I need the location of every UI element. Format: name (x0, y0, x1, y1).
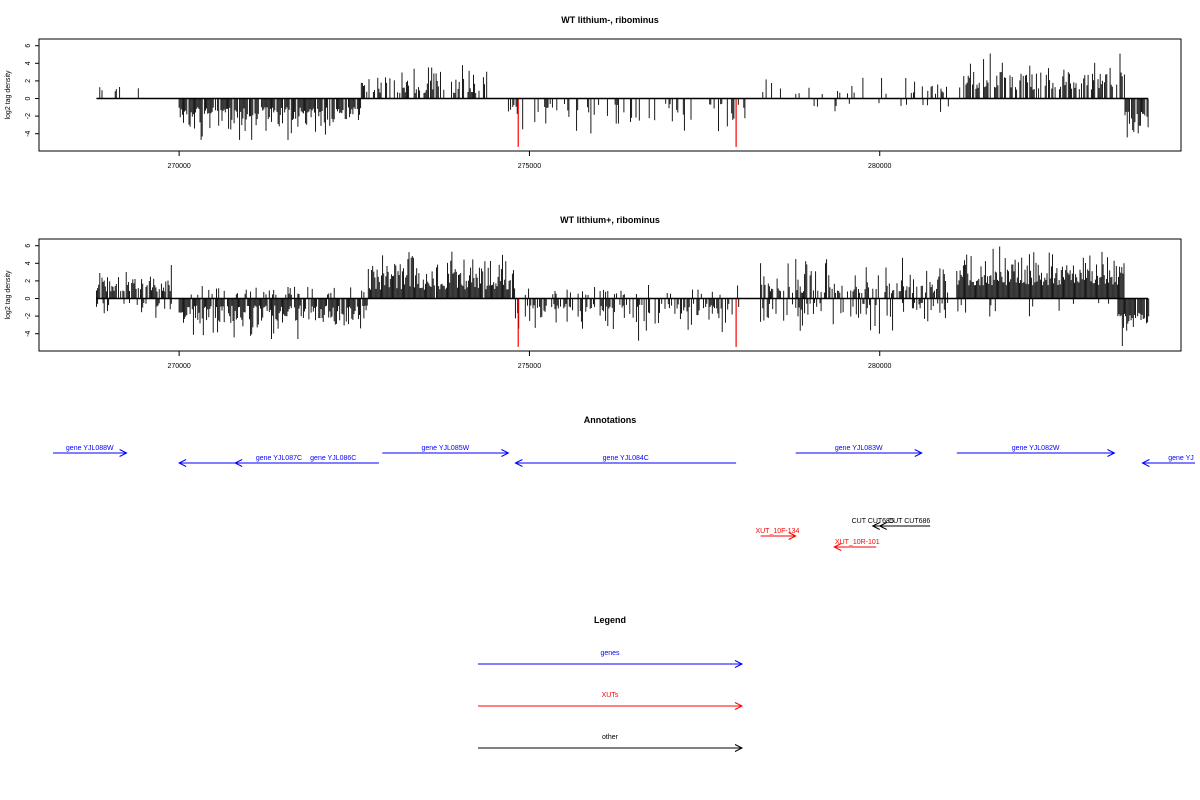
feature-gene: gene YJ (1141, 455, 1196, 467)
x-tick-label: 275000 (518, 363, 541, 370)
arrow-head (914, 449, 923, 457)
arrow-head (871, 522, 880, 530)
y-tick-label: 2 (25, 79, 32, 83)
y-axis-label: log2 tag density (5, 270, 12, 320)
feature-xut: XUT_10R-101 (833, 539, 880, 551)
arrow-head (734, 660, 744, 668)
legend-item-xut: XUTs (478, 692, 744, 710)
y-tick-label: -2 (25, 113, 32, 119)
arrow-head (119, 449, 128, 457)
feature-label: XUT_10R-101 (835, 539, 880, 546)
y-tick-label: -2 (25, 313, 32, 319)
arrow-head (833, 543, 842, 551)
bars (96, 246, 1150, 347)
arrow-head (501, 449, 510, 457)
feature-label: gene YJL083W (835, 445, 883, 452)
feature-label: XUT_10F-134 (755, 528, 799, 535)
feature-label: gene YJL088W (66, 445, 114, 452)
x-tick-label: 280000 (868, 363, 891, 370)
arrow-head (1107, 449, 1116, 457)
feature-xut: XUT_10F-134 (755, 528, 800, 540)
track-plot-lithium-plus: WT lithium+, ribominus 6 4 2 0 -2 -4 log2 tag d… (5, 215, 1182, 370)
x-tick-label: 270000 (167, 163, 190, 170)
arrow-head (878, 522, 887, 530)
plot-title: WT lithium-, ribominus (561, 15, 659, 25)
plot-title: WT lithium+, ribominus (560, 215, 660, 225)
x-tick-label: 275000 (518, 163, 541, 170)
legend-label: other (602, 734, 619, 741)
arrow-head (178, 459, 187, 467)
annotations-title: Annotations (584, 415, 637, 425)
y-axis-label: log2 tag density (5, 70, 12, 120)
feature-gene: gene YJL088W (53, 445, 128, 457)
y-tick-label: 6 (25, 244, 32, 248)
feature-label: gene YJL085W (421, 445, 469, 452)
feature-gene: gene YJL086C (234, 455, 379, 467)
feature-gene: gene YJL083W (795, 445, 923, 457)
y-tick-label: -4 (25, 130, 32, 136)
legend-item-gene: genes (478, 650, 744, 668)
arrow-head (514, 459, 523, 467)
feature-label: gene YJL086C (310, 455, 356, 462)
arrow-head (788, 532, 797, 540)
legend-title: Legend (594, 615, 626, 625)
x-tick-label: 270000 (167, 363, 190, 370)
arrow-head (234, 459, 243, 467)
legend-panel: Legend genes XUTs other (478, 615, 744, 752)
arrow-head (734, 702, 744, 710)
y-tick-label: 4 (25, 261, 32, 265)
feature-label: CUT CUT685 (852, 518, 894, 525)
y-tick-label: 6 (25, 44, 32, 48)
feature-label: gene YJL084C (603, 455, 649, 462)
track-plot-lithium-minus: WT lithium-, ribominus 6 4 2 0 -2 -4 log2 tag d… (5, 15, 1182, 170)
arrow-head (1141, 459, 1150, 467)
y-tick-label: 2 (25, 279, 32, 283)
feature-label: gene YJ (1168, 455, 1194, 462)
annotations-panel: Annotations gene YJL088W gene YJL087C gene … (53, 415, 1196, 551)
feature-gene: gene YJL082W (956, 445, 1116, 457)
y-tick-label: 0 (25, 96, 32, 100)
legend-label: genes (600, 650, 620, 657)
feature-gene: gene YJL085W (382, 445, 510, 457)
feature-label: gene YJL087C (256, 455, 302, 462)
y-tick-label: -4 (25, 330, 32, 336)
y-tick-label: 4 (25, 61, 32, 65)
y-tick-label: 0 (25, 296, 32, 300)
feature-label: CUT CUT686 (888, 518, 930, 525)
feature-gene: gene YJL084C (514, 455, 737, 467)
bars (99, 53, 1149, 147)
legend-item-other: other (478, 734, 744, 752)
arrow-head (734, 744, 744, 752)
feature-label: gene YJL082W (1012, 445, 1060, 452)
feature-other: CUT CUT686 (878, 518, 930, 530)
legend-label: XUTs (602, 692, 619, 699)
x-tick-label: 280000 (868, 163, 891, 170)
